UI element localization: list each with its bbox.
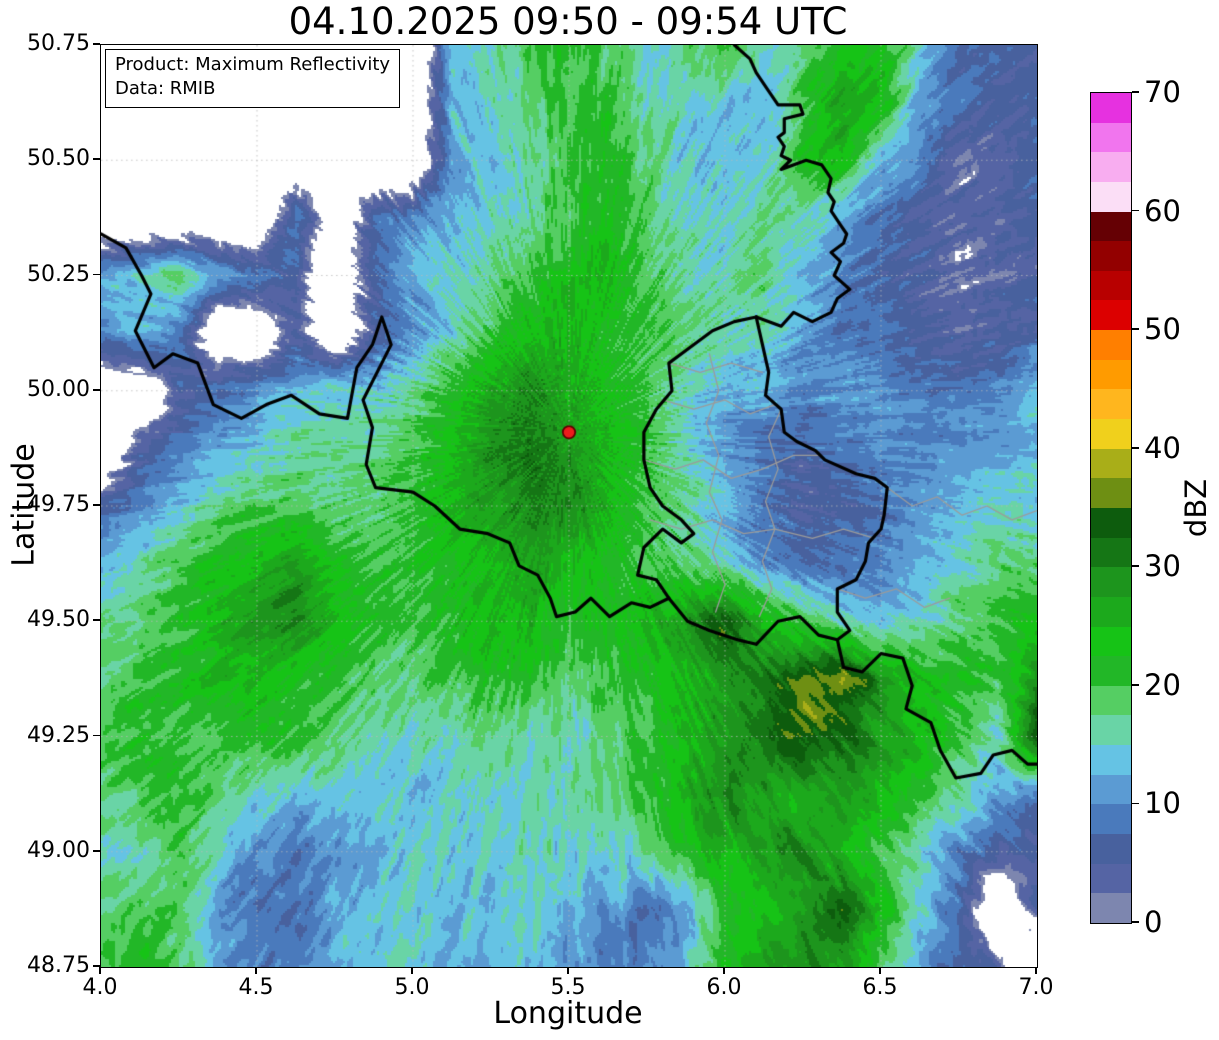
y-tick-label: 48.75 (27, 953, 90, 978)
product-name-text: Product: Maximum Reflectivity (115, 54, 391, 75)
x-tick-mark (879, 967, 881, 974)
colorbar-swatch (1091, 863, 1131, 894)
colorbar-tick-mark (1132, 684, 1139, 686)
colorbar-swatch (1091, 241, 1131, 271)
colorbar-swatch (1091, 270, 1131, 301)
colorbar-swatch (1091, 567, 1131, 597)
colorbar-tick-label: 60 (1144, 193, 1181, 228)
colorbar-tick-mark (1132, 446, 1139, 449)
colorbar-tick-label: 0 (1144, 905, 1163, 939)
y-axis-label: Latitude (6, 443, 42, 567)
colorbar-swatch (1091, 656, 1131, 686)
y-tick-mark (93, 43, 100, 45)
y-tick-label: 49.25 (27, 722, 90, 748)
colorbar-swatch (1091, 211, 1131, 242)
colorbar (1090, 92, 1132, 924)
x-tick-label: 6.0 (706, 975, 742, 1000)
colorbar-tick-mark (1132, 921, 1139, 923)
colorbar-tick-label: 70 (1144, 75, 1181, 109)
x-tick-label: 7.0 (1018, 975, 1054, 1000)
radar-map-canvas (101, 45, 1037, 967)
x-tick-mark (411, 967, 413, 974)
x-tick-label: 5.5 (550, 975, 586, 1000)
y-tick-mark (93, 849, 100, 852)
y-tick-mark (93, 734, 100, 737)
x-tick-label: 5.0 (394, 975, 430, 1000)
figure-title: 04.10.2025 09:50 - 09:54 UTC (288, 0, 848, 43)
y-tick-mark (93, 388, 100, 391)
data-source-text: Data: RMIB (115, 78, 216, 100)
y-tick-mark (93, 273, 100, 276)
colorbar-swatch (1091, 93, 1131, 123)
x-tick-label: 4.0 (82, 975, 118, 1000)
colorbar-swatch (1091, 745, 1131, 775)
colorbar-swatch (1091, 774, 1131, 805)
colorbar-swatch (1091, 596, 1131, 627)
colorbar-tick-label: 40 (1144, 430, 1181, 465)
x-tick-label: 6.5 (862, 975, 898, 1000)
colorbar-swatch (1091, 893, 1131, 923)
colorbar-swatch (1091, 181, 1131, 212)
colorbar-label: dBZ (1179, 478, 1213, 538)
map-plot-area: Product: Maximum Reflectivity Data: RMIB (100, 44, 1038, 968)
x-tick-label: 4.5 (238, 975, 274, 1000)
colorbar-swatch (1091, 804, 1131, 835)
x-tick-mark (1035, 967, 1037, 974)
y-tick-label: 49.75 (27, 492, 90, 517)
x-tick-mark (567, 967, 569, 974)
colorbar-tick-mark (1132, 802, 1139, 805)
colorbar-swatch (1091, 122, 1131, 153)
y-tick-mark (93, 504, 100, 506)
y-tick-label: 49.00 (27, 837, 90, 863)
colorbar-swatch (1091, 685, 1131, 716)
x-tick-mark (723, 967, 725, 974)
colorbar-swatch (1091, 330, 1131, 360)
y-tick-mark (93, 619, 100, 622)
y-tick-mark (93, 158, 100, 161)
x-tick-mark (255, 967, 257, 974)
y-tick-label: 50.25 (27, 261, 90, 287)
y-tick-label: 50.75 (27, 31, 90, 56)
y-tick-mark (93, 965, 100, 967)
y-tick-label: 50.00 (27, 376, 90, 402)
colorbar-swatch (1091, 834, 1131, 864)
colorbar-swatch (1091, 507, 1131, 538)
colorbar-swatch (1091, 389, 1131, 420)
product-annotation-box: Product: Maximum Reflectivity Data: RMIB (105, 49, 401, 108)
colorbar-swatch (1091, 537, 1131, 568)
x-tick-mark (99, 967, 101, 974)
colorbar-tick-label: 10 (1144, 786, 1181, 821)
colorbar-tick-label: 50 (1144, 312, 1181, 347)
colorbar-tick-mark (1132, 565, 1139, 568)
colorbar-tick-mark (1132, 328, 1139, 330)
colorbar-swatch (1091, 448, 1131, 479)
colorbar-tick-mark (1132, 209, 1139, 212)
colorbar-tick-mark (1132, 91, 1139, 93)
colorbar-tick-label: 30 (1144, 549, 1181, 584)
colorbar-swatch (1091, 359, 1131, 390)
colorbar-swatch (1091, 715, 1131, 746)
colorbar-swatch (1091, 626, 1131, 657)
y-tick-label: 49.50 (27, 607, 90, 633)
y-tick-label: 50.50 (27, 146, 90, 172)
colorbar-tick-label: 20 (1144, 667, 1181, 702)
colorbar-swatch (1091, 152, 1131, 182)
colorbar-swatch (1091, 419, 1131, 449)
colorbar-swatch (1091, 478, 1131, 508)
x-axis-label: Longitude (493, 996, 643, 1031)
colorbar-swatch (1091, 300, 1131, 331)
